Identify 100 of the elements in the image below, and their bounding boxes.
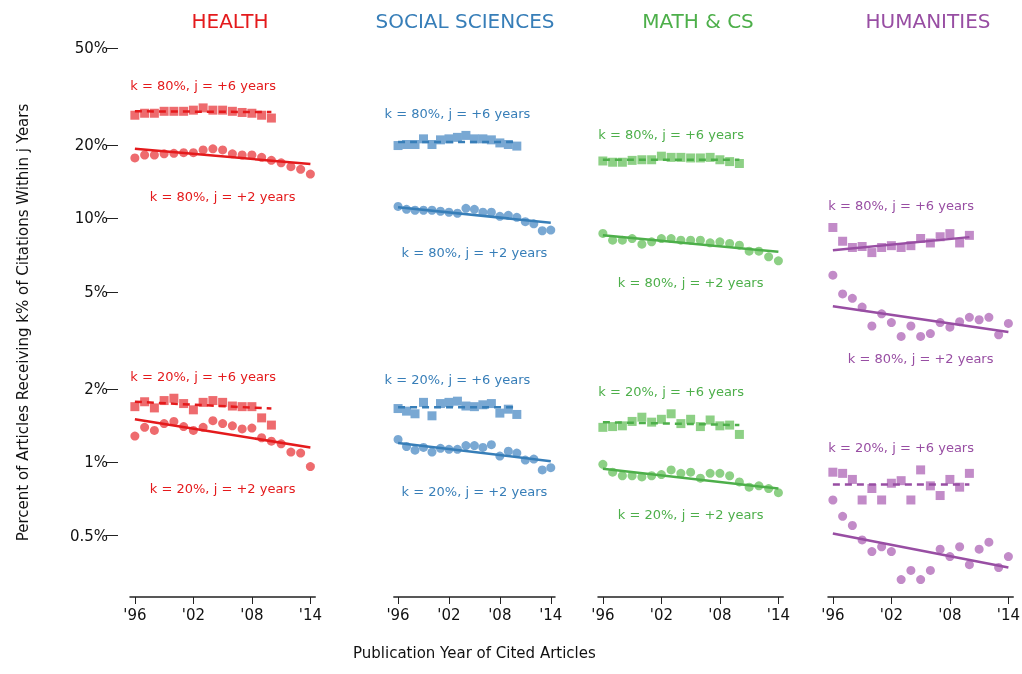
point — [218, 145, 228, 155]
point — [964, 468, 974, 478]
series-label: k = 80%, j = +6 years — [384, 105, 531, 121]
point — [608, 422, 618, 432]
point — [838, 289, 848, 299]
point — [666, 465, 676, 475]
point — [725, 471, 735, 481]
chart-title: MATH & CS — [642, 9, 754, 33]
point — [896, 331, 906, 341]
point — [935, 491, 945, 501]
point — [906, 321, 916, 331]
point — [886, 547, 896, 557]
point — [608, 157, 618, 167]
point — [838, 468, 848, 478]
point — [140, 422, 150, 432]
x-tick-label: '02 — [649, 605, 673, 624]
x-tick-label: '96 — [591, 605, 615, 624]
point — [537, 226, 547, 236]
point — [149, 403, 159, 413]
point — [266, 420, 276, 430]
point — [130, 402, 140, 412]
x-tick-label: '02 — [437, 605, 461, 624]
point — [847, 474, 857, 484]
point — [218, 419, 228, 429]
point — [266, 113, 276, 123]
point — [925, 565, 935, 575]
series-label: k = 80%, j = +2 years — [847, 350, 994, 366]
x-tick-label: '02 — [181, 605, 205, 624]
point — [773, 256, 783, 266]
point — [705, 468, 715, 478]
series-label: k = 80%, j = +6 years — [130, 78, 277, 94]
point — [773, 488, 783, 498]
series-label: k = 20%, j = +2 years — [401, 484, 548, 500]
point — [598, 459, 608, 469]
point — [130, 431, 140, 441]
point — [130, 153, 140, 163]
x-tick-label: '14 — [996, 605, 1020, 624]
x-tick-label: '08 — [240, 605, 264, 624]
point — [666, 409, 676, 419]
point — [656, 151, 666, 161]
point — [877, 495, 887, 505]
point — [764, 252, 774, 262]
y-tick-label: 1% — [84, 453, 108, 472]
point — [247, 423, 257, 433]
point — [715, 155, 725, 165]
point — [537, 465, 547, 475]
x-tick-label: '14 — [539, 605, 563, 624]
point — [857, 495, 867, 505]
series-label: k = 20%, j = +6 years — [828, 440, 975, 456]
point — [617, 157, 627, 167]
point — [896, 575, 906, 585]
chart-title: HUMANITIES — [865, 9, 991, 33]
point — [208, 416, 218, 426]
series-label: k = 20%, j = +2 years — [149, 481, 296, 497]
point — [656, 414, 666, 424]
point — [512, 141, 522, 151]
point — [916, 575, 926, 585]
point — [828, 270, 838, 280]
x-axis-title: Publication Year of Cited Articles — [353, 643, 596, 662]
point — [984, 312, 994, 322]
point — [896, 476, 906, 486]
y-tick-label: 10% — [74, 209, 108, 228]
point — [828, 467, 838, 477]
point — [838, 236, 848, 246]
series-label: k = 80%, j = +6 years — [598, 126, 745, 142]
point — [427, 447, 437, 457]
point — [686, 414, 696, 424]
point — [867, 321, 877, 331]
point — [867, 248, 877, 258]
point — [617, 471, 627, 481]
point — [227, 421, 237, 431]
point — [469, 441, 479, 451]
point — [512, 409, 522, 419]
point — [546, 463, 556, 473]
point — [715, 237, 725, 247]
y-tick-label: 5% — [84, 282, 108, 301]
point — [916, 331, 926, 341]
point — [427, 139, 437, 149]
y-tick-label: 50% — [74, 39, 108, 57]
chart-title: HEALTH — [191, 9, 269, 33]
point — [705, 152, 715, 162]
point — [247, 108, 257, 118]
point — [546, 225, 556, 235]
point — [444, 397, 454, 407]
point — [906, 565, 916, 575]
point — [419, 397, 428, 407]
point — [140, 150, 150, 160]
point — [198, 103, 208, 113]
point — [257, 413, 267, 423]
x-tick-label: '14 — [766, 605, 790, 624]
point — [486, 440, 496, 450]
series-label: k = 20%, j = +6 years — [384, 371, 531, 387]
x-tick-label: '08 — [488, 605, 512, 624]
point — [486, 399, 496, 409]
point — [847, 293, 857, 303]
point — [410, 409, 420, 419]
y-tick-label: 2% — [84, 379, 108, 398]
point — [469, 204, 479, 214]
point — [296, 164, 306, 174]
point — [208, 144, 218, 154]
